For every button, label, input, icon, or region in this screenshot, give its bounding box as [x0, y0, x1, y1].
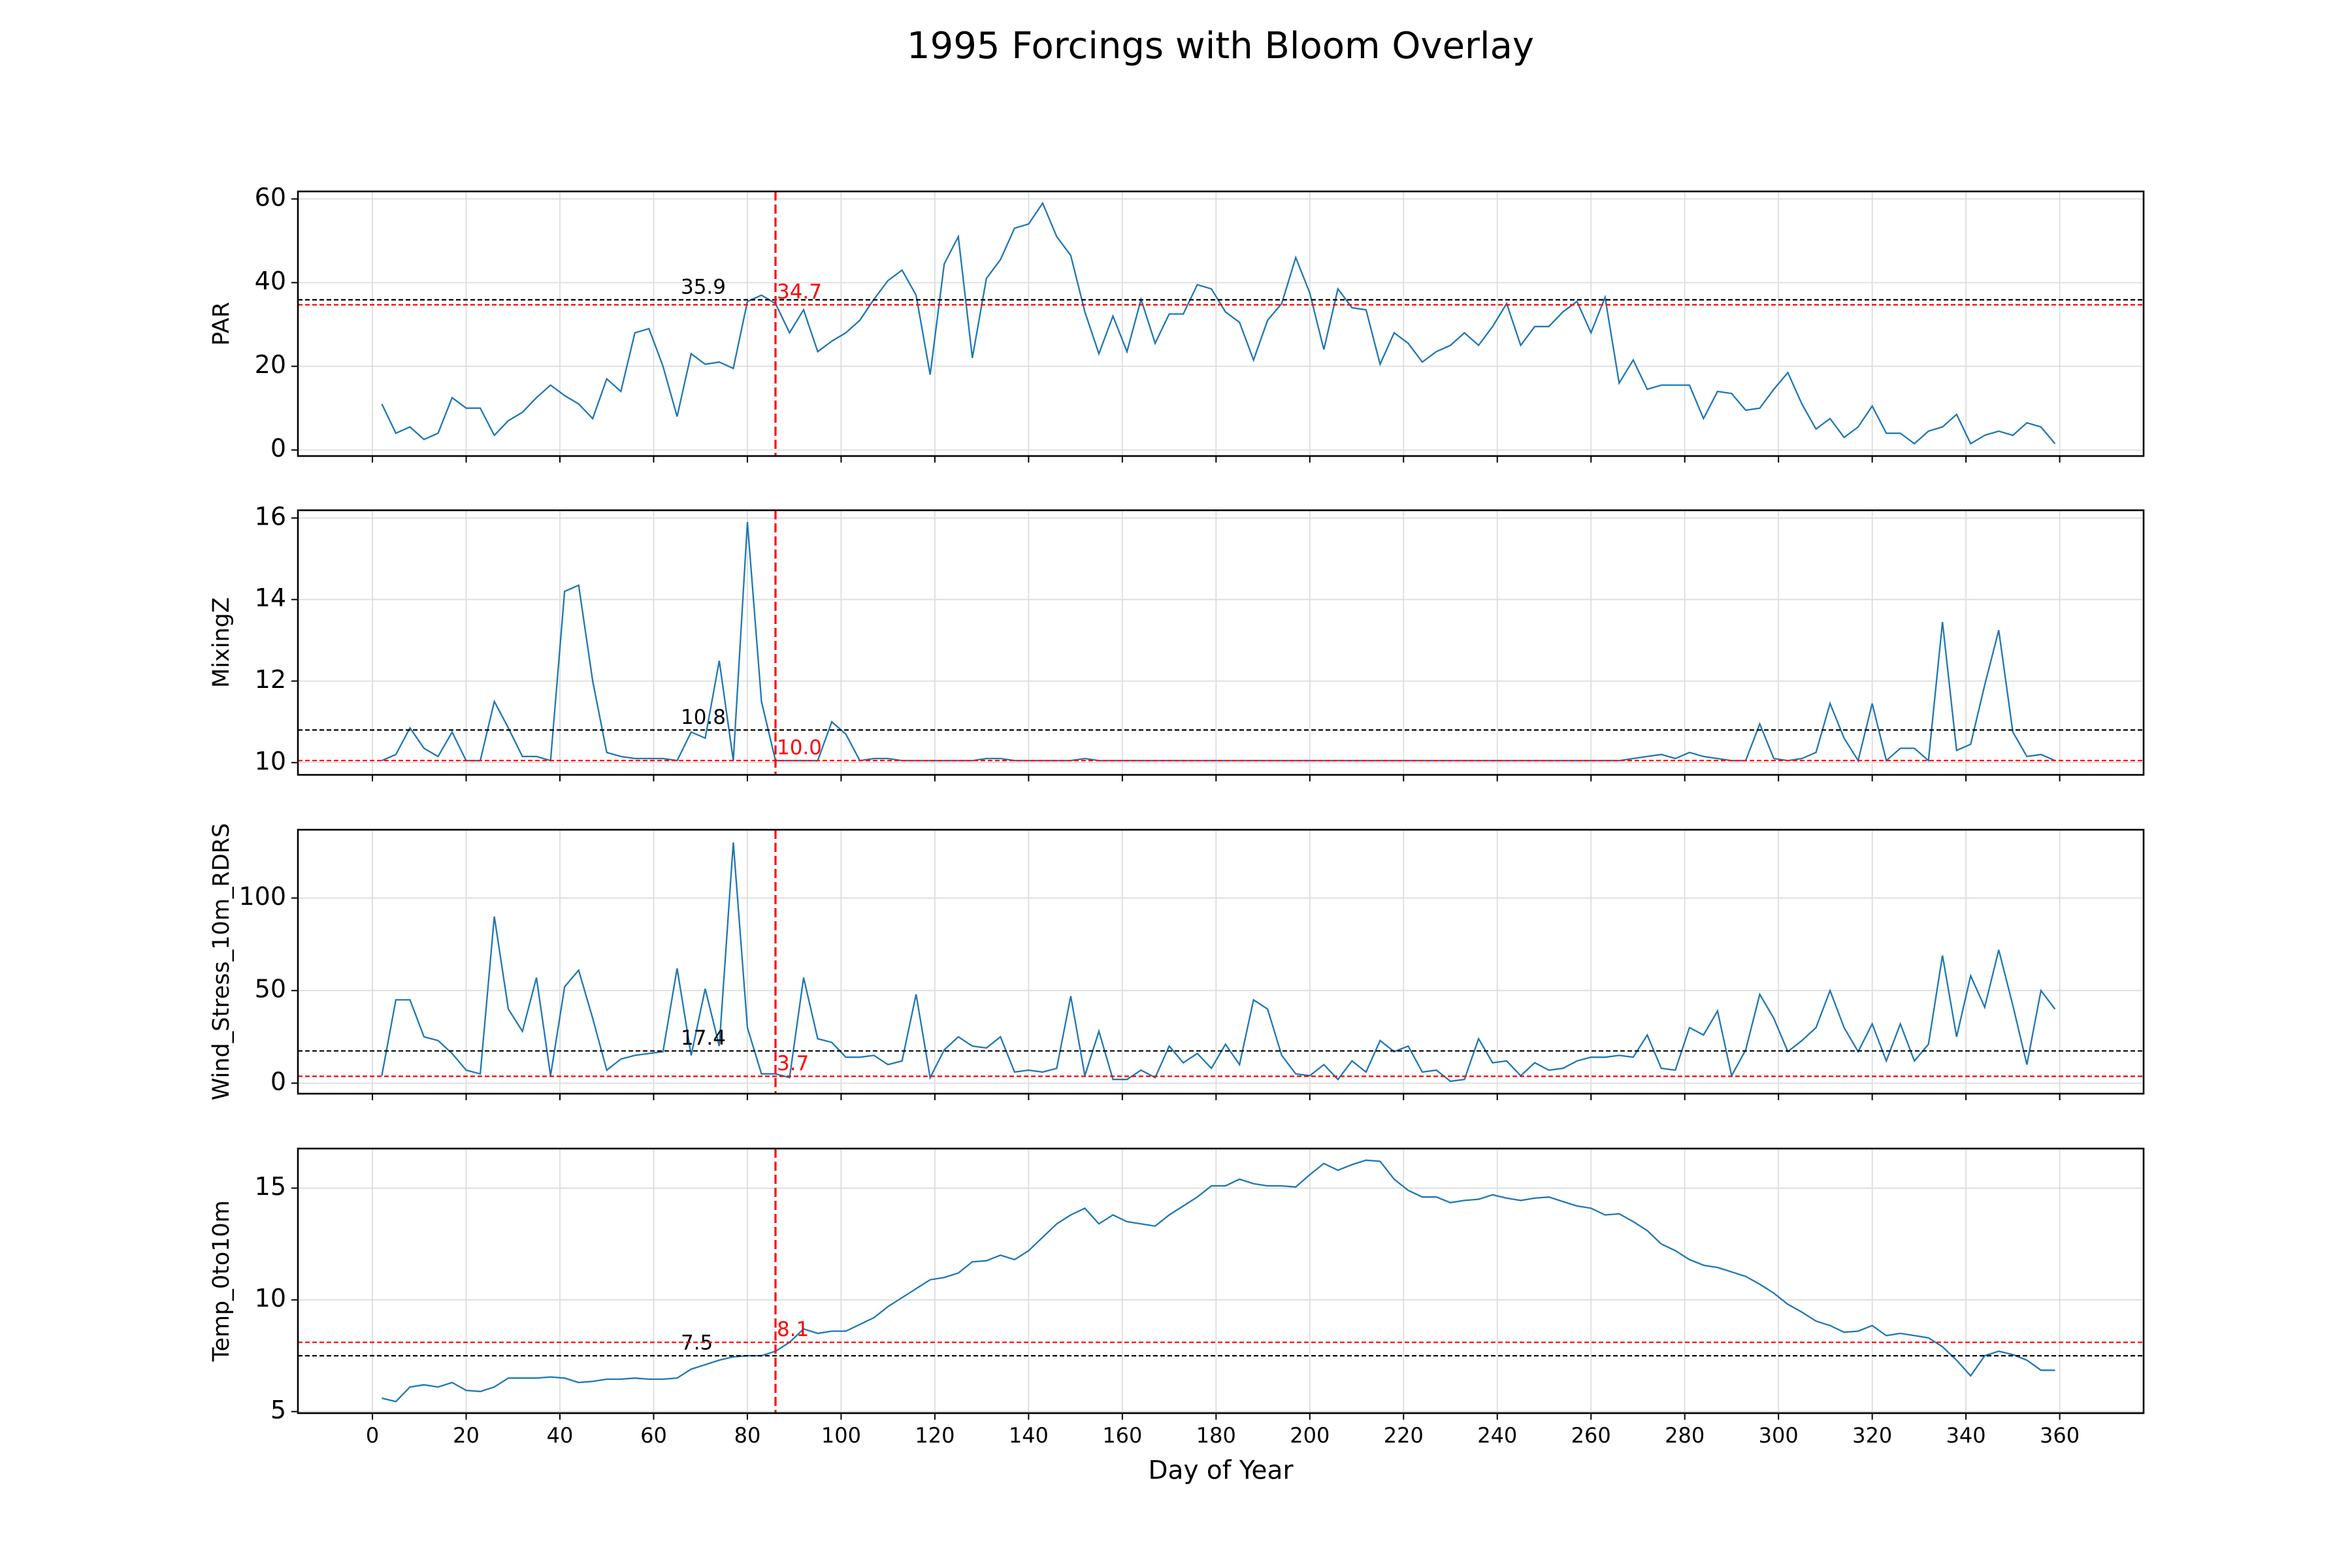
y-tick-label: 40 — [255, 267, 286, 295]
y-tick-label: 60 — [255, 183, 286, 212]
y-tick-label: 5 — [270, 1396, 286, 1424]
axes-frame — [297, 828, 2145, 1095]
x-tick-label: 160 — [1102, 1423, 1142, 1448]
y-tick-label: 16 — [255, 502, 286, 531]
x-axis-label: Day of Year — [1149, 1456, 1294, 1486]
y-axis-label: Wind_Stress_10m_RDRS — [208, 823, 235, 1100]
data-line — [382, 1159, 2055, 1403]
x-tick-label: 0 — [366, 1423, 379, 1448]
x-tick-label: 100 — [821, 1423, 861, 1448]
reference-label: 10.0 — [777, 736, 822, 760]
reference-label: 8.1 — [777, 1318, 809, 1341]
y-tick-label: 20 — [255, 350, 286, 379]
y-axis-label: Temp_0to10m — [208, 1200, 235, 1362]
axes-frame — [297, 509, 2145, 776]
x-tick-label: 360 — [2040, 1423, 2080, 1448]
x-tick-label: 320 — [1852, 1423, 1892, 1448]
y-tick-label: 10 — [255, 1284, 286, 1313]
x-tick-label: 200 — [1290, 1423, 1330, 1448]
y-axis-label: MixingZ — [208, 597, 235, 688]
y-axis-label: PAR — [208, 302, 235, 346]
reference-label: 10.8 — [681, 706, 726, 729]
y-tick-label: 15 — [255, 1172, 286, 1201]
x-tick-label: 240 — [1477, 1423, 1517, 1448]
y-tick-label: 14 — [255, 583, 286, 612]
x-tick-label: 220 — [1384, 1423, 1424, 1448]
reference-label: 3.7 — [777, 1052, 809, 1075]
x-tick-label: 80 — [734, 1423, 761, 1448]
y-tick-label: 50 — [255, 975, 286, 1004]
x-tick-label: 280 — [1665, 1423, 1705, 1448]
axes-frame — [297, 190, 2145, 457]
reference-label: 34.7 — [777, 280, 822, 304]
y-tick-label: 0 — [270, 434, 286, 463]
y-tick-label: 100 — [238, 882, 286, 911]
figure-title: 1995 Forcings with Bloom Overlay — [907, 25, 1534, 67]
x-tick-label: 340 — [1946, 1423, 1986, 1448]
x-tick-label: 20 — [453, 1423, 480, 1448]
x-tick-label: 40 — [547, 1423, 574, 1448]
y-tick-label: 0 — [270, 1067, 286, 1096]
x-tick-label: 60 — [640, 1423, 667, 1448]
y-tick-label: 12 — [255, 665, 286, 694]
x-tick-label: 180 — [1196, 1423, 1236, 1448]
reference-label: 35.9 — [681, 275, 726, 299]
x-tick-label: 120 — [915, 1423, 955, 1448]
y-tick-label: 10 — [255, 747, 286, 776]
reference-label: 17.4 — [681, 1026, 726, 1050]
data-line — [381, 842, 2056, 1083]
x-tick-label: 260 — [1571, 1423, 1611, 1448]
x-tick-label: 300 — [1759, 1423, 1799, 1448]
axes-frame — [297, 1147, 2145, 1414]
x-tick-label: 140 — [1009, 1423, 1049, 1448]
